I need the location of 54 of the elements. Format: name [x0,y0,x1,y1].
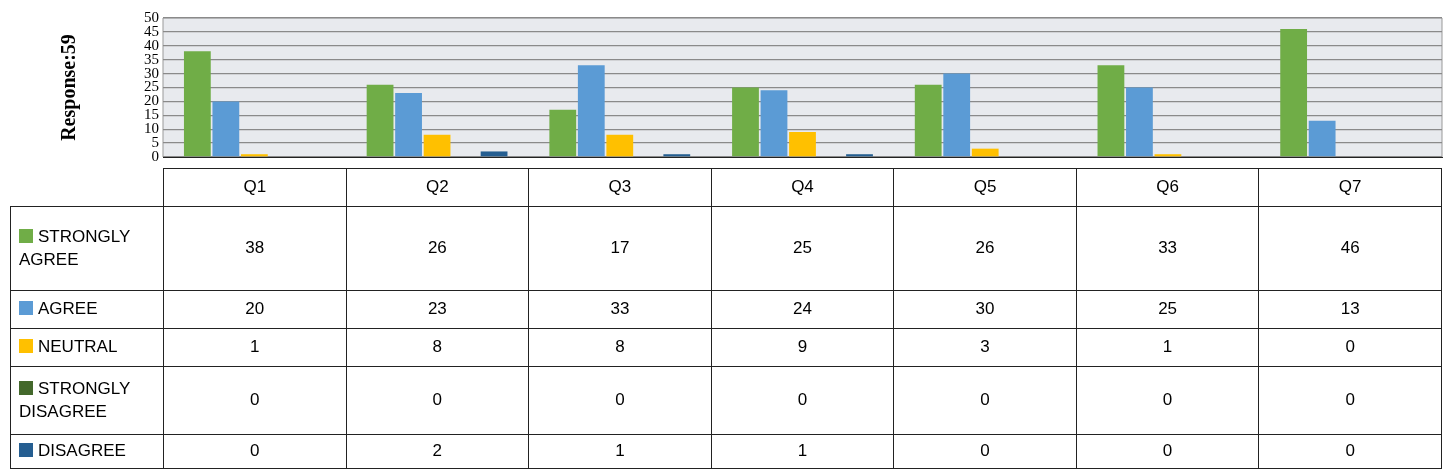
data-label: 0 [1258,434,1442,469]
data-label: 0 [528,366,712,435]
x-tick-label: Q6 [1076,168,1259,207]
data-label: 33 [528,290,712,329]
data-label: 30 [893,290,1077,329]
x-tick-label: Q1 [163,168,347,207]
data-label: 24 [711,290,894,329]
data-label: 0 [1076,434,1259,469]
data-label: 17 [528,206,712,291]
x-tick-label: Q7 [1258,168,1442,207]
y-tick-label: 15 [144,106,159,123]
data-label: 2 [346,434,529,469]
data-label: 23 [346,290,529,329]
y-tick-label: 30 [144,64,159,81]
data-label: 1 [1076,328,1259,367]
data-label: 25 [711,206,894,291]
y-tick-label: 35 [144,50,159,67]
y-tick-label: 25 [144,78,159,95]
data-label: 46 [1258,206,1442,291]
y-tick-label: 10 [144,120,159,137]
legend-label: DISAGREE [38,441,126,461]
data-label: 0 [893,366,1077,435]
data-label: 0 [711,366,894,435]
legend-label: STRONGLY DISAGREE [19,379,130,421]
data-label: 0 [1076,366,1259,435]
data-label: 0 [1258,328,1442,367]
data-label: 1 [711,434,894,469]
y-axis-title: Response:59 [57,34,81,141]
x-tick-label: Q2 [346,168,529,207]
data-label: 3 [893,328,1077,367]
legend-label: AGREE [38,299,98,319]
y-tick-label: 45 [144,22,159,39]
x-tick-label: Q4 [711,168,894,207]
data-label: 13 [1258,290,1442,329]
data-label: 0 [1258,366,1442,435]
legend-label: STRONGLY AGREE [19,227,130,269]
data-label: 9 [711,328,894,367]
data-label: 0 [893,434,1077,469]
x-tick-label: Q5 [893,168,1077,207]
data-label: 38 [163,206,347,291]
data-label: 25 [1076,290,1259,329]
data-label: 1 [163,328,347,367]
data-label: 0 [346,366,529,435]
y-tick-label: 40 [144,36,159,53]
y-tick-label: 20 [144,92,159,109]
data-label: 1 [528,434,712,469]
data-label: 8 [528,328,712,367]
data-label: 33 [1076,206,1259,291]
data-label: 26 [346,206,529,291]
data-label: 26 [893,206,1077,291]
x-tick-label: Q3 [528,168,712,207]
data-label: 8 [346,328,529,367]
y-tick-label: 50 [144,8,159,25]
legend-label: NEUTRAL [38,337,118,357]
